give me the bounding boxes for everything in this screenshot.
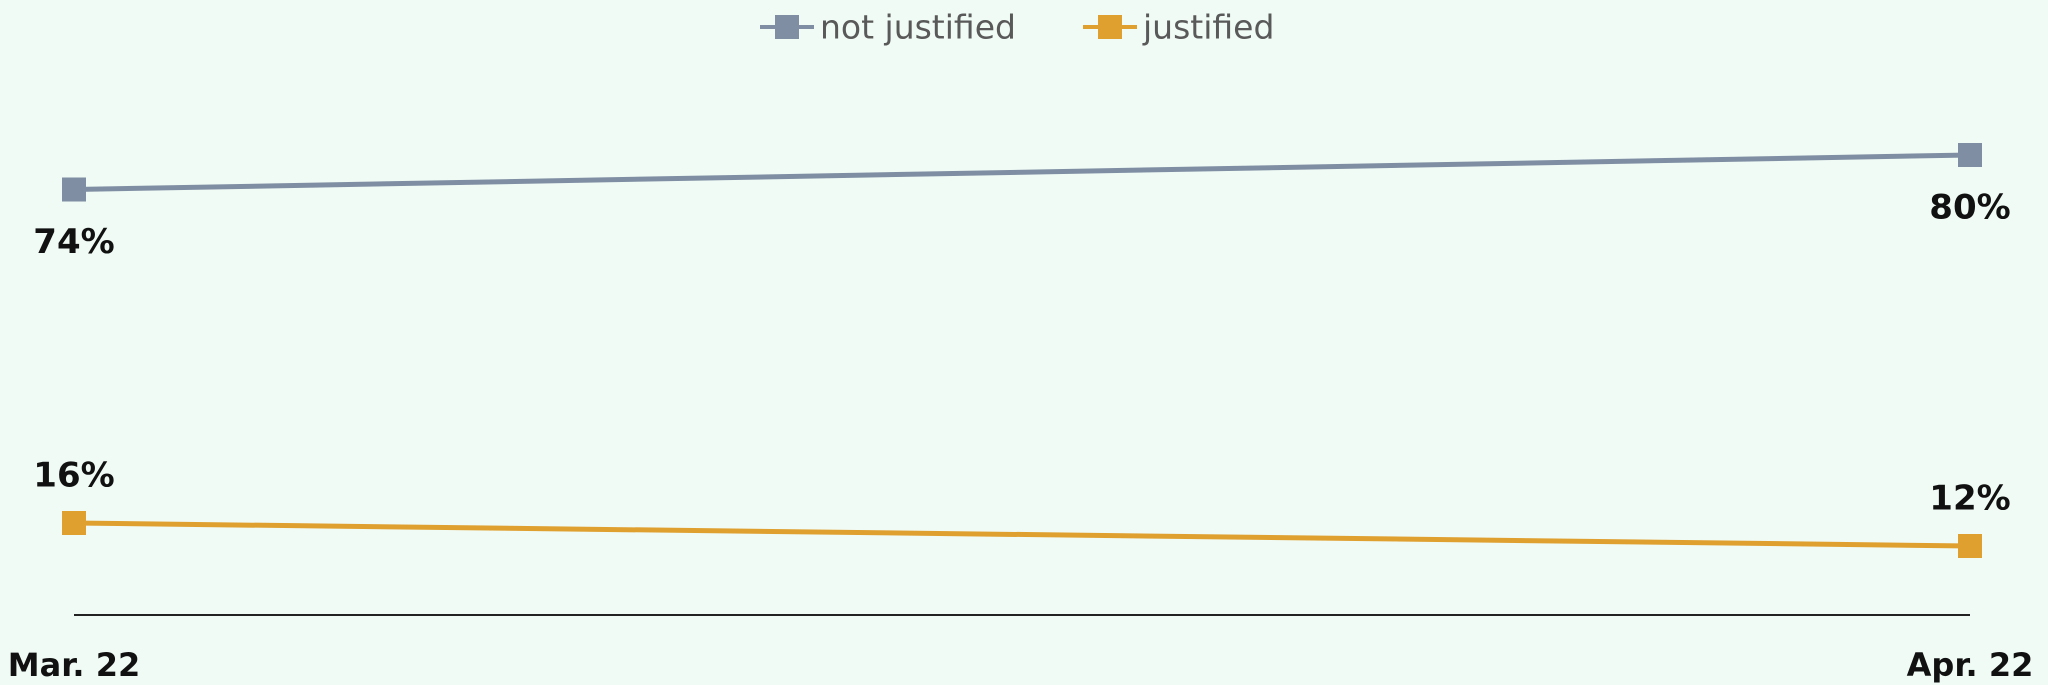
legend-label: justified xyxy=(1142,8,1274,47)
data-label: 12% xyxy=(1929,479,2010,519)
series-line xyxy=(73,152,1971,192)
data-label: 74% xyxy=(33,222,114,262)
point-marker xyxy=(1958,143,1982,167)
x-tick-label: Apr. 22 xyxy=(1907,646,2034,684)
data-label: 80% xyxy=(1929,188,2010,228)
point-marker xyxy=(62,177,86,202)
legend-label: not justified xyxy=(820,8,1016,47)
point-marker xyxy=(1958,534,1982,558)
legend-marker xyxy=(775,15,799,39)
point-marker xyxy=(62,511,86,535)
x-tick-label: Mar. 22 xyxy=(8,646,140,684)
legend-marker xyxy=(1098,15,1122,39)
series-line xyxy=(73,520,1971,549)
data-label: 16% xyxy=(33,456,114,496)
